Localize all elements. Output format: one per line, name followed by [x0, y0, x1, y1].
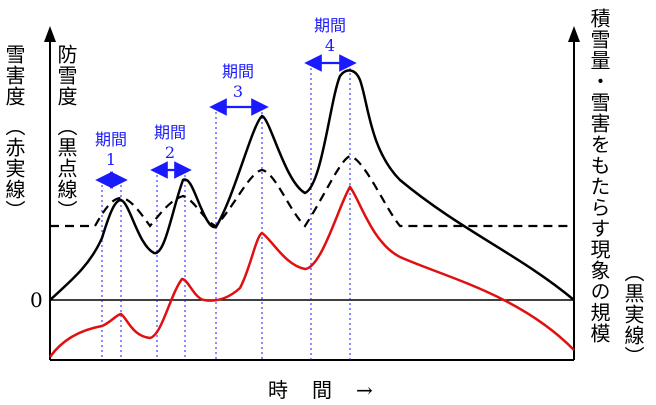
zero-label: 0 — [30, 288, 43, 312]
period-3-number: 3 — [232, 82, 244, 101]
period-3-title: 期間 — [221, 62, 254, 81]
period-4-label: 期間 4 — [300, 16, 360, 56]
period-1-title: 期間 — [94, 130, 127, 149]
period-guides — [101, 63, 351, 360]
period-3-label: 期間 3 — [208, 62, 268, 102]
left-axis-label-protection-sub: （黒点線） — [54, 116, 78, 221]
period-2-title: 期間 — [153, 123, 186, 142]
period-arrows — [95, 54, 357, 189]
left-axis-label-damage: 雪害度 — [2, 44, 26, 107]
right-axis-arrowhead — [568, 26, 580, 42]
period-2-number: 2 — [164, 143, 176, 162]
left-axis-arrowhead — [44, 26, 56, 42]
left-axis-label-protection: 防雪度 — [54, 44, 78, 107]
right-axis-label-sub: （黒実線） — [621, 262, 645, 367]
right-axis-label: 積雪量・雪害をもたらす現象の規模 — [587, 8, 611, 344]
x-axis-label: 時 間 → — [268, 378, 375, 402]
snow-damage-red-line — [48, 184, 575, 358]
snow-amount-solid-line — [49, 69, 575, 301]
period-1-label: 期間 1 — [81, 130, 141, 170]
left-axis-label-damage-sub: （赤実線） — [2, 116, 26, 221]
period-2-label: 期間 2 — [140, 123, 200, 163]
period-4-title: 期間 — [313, 16, 346, 35]
period-4-number: 4 — [324, 36, 336, 55]
period-1-number: 1 — [105, 150, 117, 169]
snow-protection-dashed-line — [50, 154, 574, 228]
